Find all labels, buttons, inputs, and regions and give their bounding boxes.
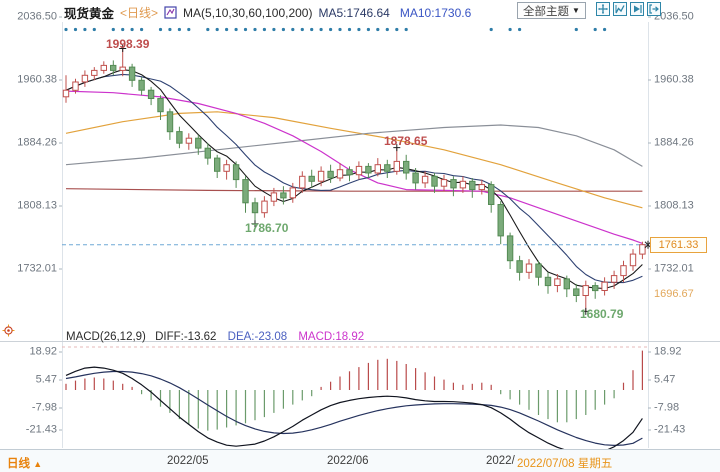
y-axis-label: 2036.50 — [17, 10, 57, 23]
annotation-low-1680: 1680.79 — [580, 307, 624, 321]
y-axis-label: 5.47 — [654, 373, 676, 386]
indicator-target-icon[interactable] — [2, 324, 15, 342]
kline-chart-icon — [164, 6, 177, 19]
x-axis-label-june: 2022/06 — [327, 455, 369, 467]
exit-right-icon — [649, 4, 659, 14]
x-axis-strip: 日线 ▲ 2022/05 2022/06 2022/ 2022/07/08 星期… — [0, 449, 720, 472]
header-bar: 现货黄金 <日线> MA(5,10,30,60,100,200) MA5:174… — [0, 0, 720, 22]
chart-zoom-icon — [615, 5, 625, 14]
y-axis-label: 1732.01 — [17, 262, 57, 275]
y-axis-label: 1884.26 — [17, 136, 57, 149]
period-tag: <日线> — [120, 6, 159, 20]
annotation-high-1998: 1998.39 — [106, 37, 150, 51]
macd-dea-value: DEA:-23.08 — [227, 331, 288, 343]
y-axis-label: 1808.13 — [654, 199, 694, 212]
y-axis-label: -7.98 — [31, 401, 57, 414]
y-axis-label: 1960.38 — [654, 73, 694, 86]
x-axis-label-may: 2022/05 — [167, 455, 209, 467]
current-date-label: 2022/07/08 星期五 — [517, 458, 613, 470]
macd-header: MACD(26,12,9) DIFF:-13.62 DEA:-23.08 MAC… — [66, 331, 364, 343]
play-forward-icon — [634, 5, 642, 13]
y-axis-label: 18.92 — [29, 345, 57, 358]
annotation-high-1878: 1878.65 — [384, 134, 428, 148]
y-axis-label: 2036.50 — [654, 10, 694, 23]
chart-zoom-button[interactable] — [613, 2, 627, 16]
current-price-badge: 1761.33 — [650, 237, 707, 253]
y-axis-label: -21.43 — [25, 423, 57, 436]
pan-crosshair-icon — [598, 4, 608, 14]
x-axis-label-july: 2022/ — [486, 455, 515, 467]
theme-dropdown-label: 全部主题 — [523, 5, 569, 18]
annotation-low-1786: 1786.70 — [245, 221, 289, 235]
y-axis-label: 18.92 — [654, 345, 682, 358]
y-axis-label: 1808.13 — [17, 199, 57, 212]
y-axis-label: 1960.38 — [17, 73, 57, 86]
period-label: 日线 — [7, 458, 30, 470]
triangle-up-icon: ▲ — [33, 459, 43, 469]
chevron-down-icon: ▼ — [572, 6, 580, 15]
pan-tool-button[interactable] — [596, 2, 610, 16]
toolbar — [596, 2, 661, 16]
right-axis-extra-label: 1696.67 — [654, 288, 694, 300]
y-axis-label: 5.47 — [35, 373, 57, 386]
macd-diff-value: DIFF:-13.62 — [155, 331, 217, 343]
ma10-value: MA10:1730.6 — [399, 5, 472, 20]
ma5-value: MA5:1746.64 — [318, 5, 390, 20]
y-axis-label: 1884.26 — [654, 136, 694, 149]
y-axis-label: -7.98 — [654, 401, 680, 414]
symbol-title: 现货黄金 — [64, 7, 115, 21]
period-selector[interactable]: 日线 ▲ — [7, 455, 42, 471]
ma-settings-label: MA(5,10,30,60,100,200) — [183, 5, 313, 20]
play-forward-button[interactable] — [630, 2, 644, 16]
macd-title: MACD(26,12,9) — [66, 331, 146, 343]
y-axis-label: -21.43 — [654, 423, 686, 436]
theme-dropdown-button[interactable]: 全部主题 ▼ — [517, 2, 586, 19]
y-axis-label: 1732.01 — [654, 262, 694, 275]
macd-macd-value: MACD:18.92 — [298, 331, 365, 343]
exit-chart-button[interactable] — [647, 2, 661, 16]
